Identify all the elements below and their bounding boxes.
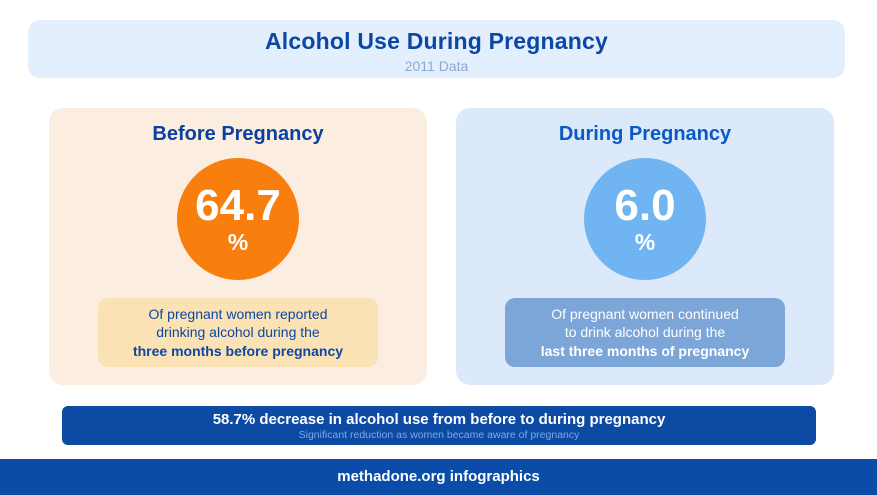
card-heading-before: Before Pregnancy xyxy=(152,123,324,145)
caption-line: drinking alcohol during the xyxy=(156,324,320,341)
footer-text: methadone.org infographics xyxy=(337,468,540,485)
caption-line-emphasis: three months before pregnancy xyxy=(132,342,344,359)
card-before-pregnancy: Before Pregnancy 64.7 % Of pregnant wome… xyxy=(49,108,427,385)
caption-line-emphasis: last three months of pregnancy xyxy=(540,342,750,359)
page-title: Alcohol Use During Pregnancy xyxy=(265,28,608,54)
stat-circle-during: 6.0 % xyxy=(584,158,706,280)
stat-value-during: 6.0 xyxy=(614,181,676,230)
page-subtitle: 2011 Data xyxy=(404,58,469,74)
stat-value-before: 64.7 xyxy=(195,181,281,230)
summary-banner: 58.7% decrease in alcohol use from befor… xyxy=(62,406,816,445)
card-heading-during: During Pregnancy xyxy=(558,123,732,145)
percent-sign-before: % xyxy=(227,229,249,255)
caption-line: Of pregnant women continued xyxy=(551,305,739,322)
card-during-pregnancy: During Pregnancy 6.0 % Of pregnant women… xyxy=(456,108,834,385)
caption-line: to drink alcohol during the xyxy=(564,324,726,341)
summary-headline: 58.7% decrease in alcohol use from befor… xyxy=(212,411,666,428)
stat-circle-before: 64.7 % xyxy=(177,158,299,280)
footer-bar: methadone.org infographics xyxy=(0,459,877,495)
caption-line: Of pregnant women reported xyxy=(148,305,328,322)
caption-during: Of pregnant women continued to drink alc… xyxy=(505,297,785,367)
header-band: Alcohol Use During Pregnancy 2011 Data xyxy=(28,20,845,78)
summary-subtext: Significant reduction as women became aw… xyxy=(298,429,580,441)
percent-sign-during: % xyxy=(634,229,656,255)
caption-before: Of pregnant women reported drinking alco… xyxy=(98,297,378,367)
